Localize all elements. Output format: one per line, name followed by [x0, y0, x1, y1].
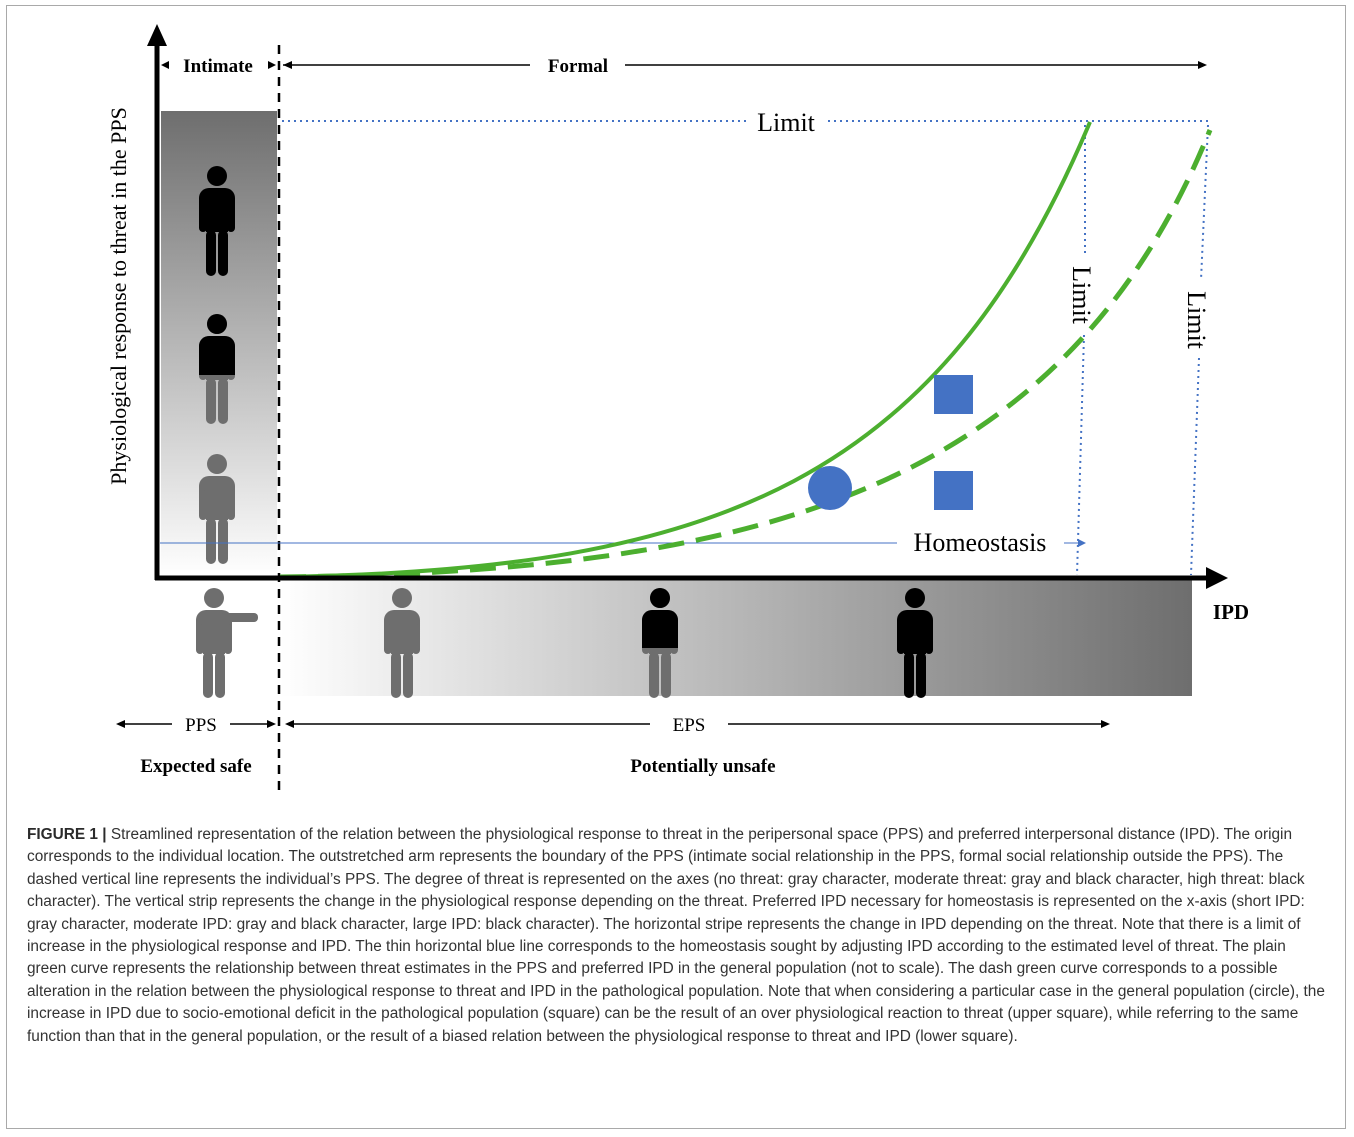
- pps-label: PPS: [185, 715, 217, 736]
- limit-lines: [282, 120, 1209, 576]
- formal-label: Formal: [548, 56, 608, 77]
- limit-label-curve: Limit: [1067, 266, 1096, 325]
- expected-safe-label: Expected safe: [140, 756, 251, 777]
- y-axis-label: Physiological response to threat in the …: [106, 107, 131, 485]
- horizontal-strip: [280, 580, 1192, 696]
- bottom-zone-arrows: [116, 720, 1110, 728]
- general-population-curve: [279, 121, 1092, 579]
- limit-label-top: Limit: [757, 108, 816, 137]
- top-zone-arrows: [161, 61, 1207, 69]
- upper-square-marker: [934, 375, 973, 414]
- figure-outstretched-arm: [196, 588, 258, 698]
- circle-marker: [808, 466, 852, 510]
- potentially-unsafe-label: Potentially unsafe: [630, 756, 775, 777]
- homeostasis-label: Homeostasis: [914, 528, 1047, 557]
- caption-label: FIGURE 1 |: [27, 826, 107, 843]
- eps-label: EPS: [673, 715, 706, 736]
- limit-label-dashed: Limit: [1182, 291, 1211, 350]
- figure-frame: [6, 5, 1346, 1129]
- figure-caption: FIGURE 1 | Streamlined representation of…: [27, 824, 1327, 1048]
- intimate-label: Intimate: [183, 56, 253, 77]
- caption-text: Streamlined representation of the relati…: [27, 826, 1325, 1045]
- lower-square-marker: [934, 471, 973, 510]
- x-axis-label: IPD: [1213, 600, 1249, 624]
- pathological-population-curve: [279, 129, 1213, 580]
- figure-diagram: Intimate Formal Limit Homeostasis IPD PP…: [106, 24, 1249, 795]
